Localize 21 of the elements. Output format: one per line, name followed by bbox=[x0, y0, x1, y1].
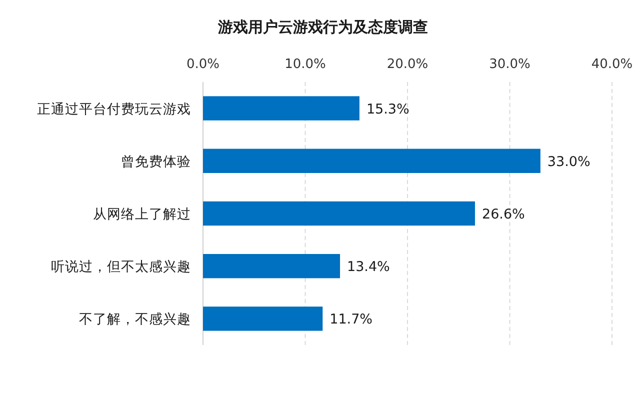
data-label: 26.6% bbox=[482, 206, 526, 222]
bar bbox=[203, 254, 340, 278]
x-tick-label: 30.0% bbox=[489, 57, 530, 72]
y-tick-label: 听说过，但不太感兴趣 bbox=[51, 259, 191, 276]
y-tick-label: 不了解，不感兴趣 bbox=[79, 312, 191, 328]
title: 游戏用户云游戏行为及态度调查 bbox=[218, 18, 428, 36]
bar bbox=[203, 148, 540, 173]
x-tick-label: 0.0% bbox=[186, 57, 220, 72]
data-label: 15.3% bbox=[366, 101, 410, 118]
y-tick-label: 从网络上了解过 bbox=[93, 206, 191, 222]
x-tick-label: 10.0% bbox=[284, 57, 326, 72]
x-tick-label: 20.0% bbox=[386, 57, 428, 72]
y-tick-label: 正通过平台付费玩云游戏 bbox=[37, 101, 191, 118]
data-label: 13.4% bbox=[347, 259, 390, 276]
x-tick-label: 40.0% bbox=[591, 57, 633, 72]
bar bbox=[203, 306, 323, 331]
y-tick-label: 曾免费体验 bbox=[121, 154, 191, 170]
bar bbox=[203, 201, 475, 226]
data-label: 33.0% bbox=[547, 154, 590, 170]
bar bbox=[203, 96, 360, 120]
data-label: 11.7% bbox=[330, 312, 373, 328]
